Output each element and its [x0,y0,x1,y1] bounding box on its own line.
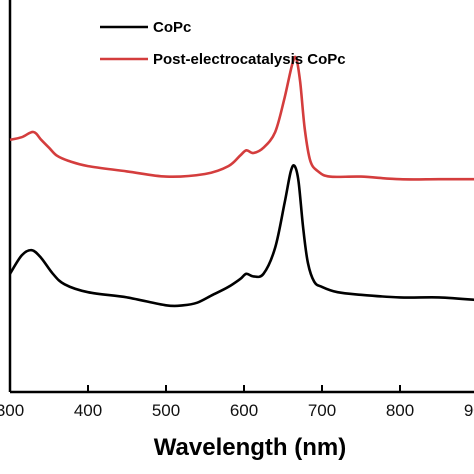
legend-label: Post-electrocatalysis CoPc [153,51,346,68]
x-tick-label: 300 [0,401,24,420]
legend: CoPc Post-electrocatalysis CoPc [100,19,346,68]
x-tick-label: 400 [74,401,102,420]
x-tick-label: 600 [230,401,258,420]
x-axis: 300 400 500 600 700 800 900 [0,385,474,420]
series-line-post-electrocatalysis-copc [9,55,474,181]
series-layer [8,55,474,308]
legend-label: CoPc [153,19,191,36]
x-tick-label: 900 [464,401,474,420]
x-tick-label: 700 [308,401,336,420]
x-tick-label: 500 [152,401,180,420]
x-axis-title: Wavelength (nm) [154,434,346,461]
series-line-copc [8,164,474,308]
x-tick-label: 800 [386,401,414,420]
